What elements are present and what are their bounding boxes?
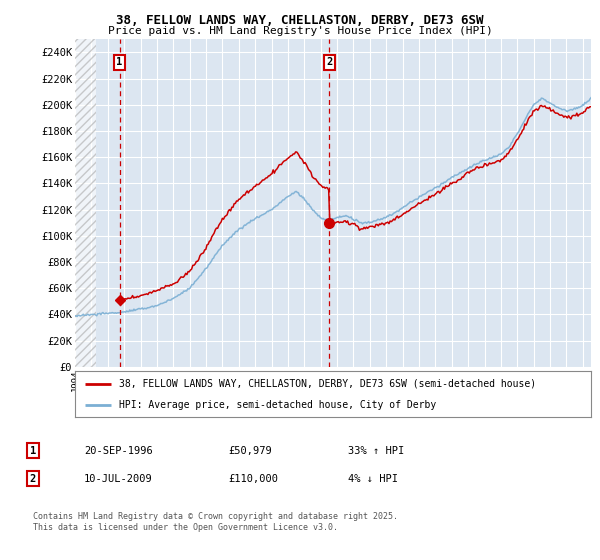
Bar (75, 39, 96, 367)
Text: £50,979: £50,979 (228, 446, 272, 456)
Text: Price paid vs. HM Land Registry's House Price Index (HPI): Price paid vs. HM Land Registry's House … (107, 26, 493, 36)
Text: 4% ↓ HPI: 4% ↓ HPI (348, 474, 398, 484)
Text: Contains HM Land Registry data © Crown copyright and database right 2025.
This d: Contains HM Land Registry data © Crown c… (33, 512, 398, 532)
Text: 1: 1 (30, 446, 36, 456)
Text: 33% ↑ HPI: 33% ↑ HPI (348, 446, 404, 456)
Text: £110,000: £110,000 (228, 474, 278, 484)
Text: 20-SEP-1996: 20-SEP-1996 (84, 446, 153, 456)
Text: 2: 2 (326, 57, 332, 67)
Text: 38, FELLOW LANDS WAY, CHELLASTON, DERBY, DE73 6SW: 38, FELLOW LANDS WAY, CHELLASTON, DERBY,… (116, 14, 484, 27)
Text: 2: 2 (30, 474, 36, 484)
Text: 38, FELLOW LANDS WAY, CHELLASTON, DERBY, DE73 6SW (semi-detached house): 38, FELLOW LANDS WAY, CHELLASTON, DERBY,… (119, 379, 536, 389)
Text: 10-JUL-2009: 10-JUL-2009 (84, 474, 153, 484)
Text: HPI: Average price, semi-detached house, City of Derby: HPI: Average price, semi-detached house,… (119, 400, 436, 410)
Text: 1: 1 (116, 57, 122, 67)
